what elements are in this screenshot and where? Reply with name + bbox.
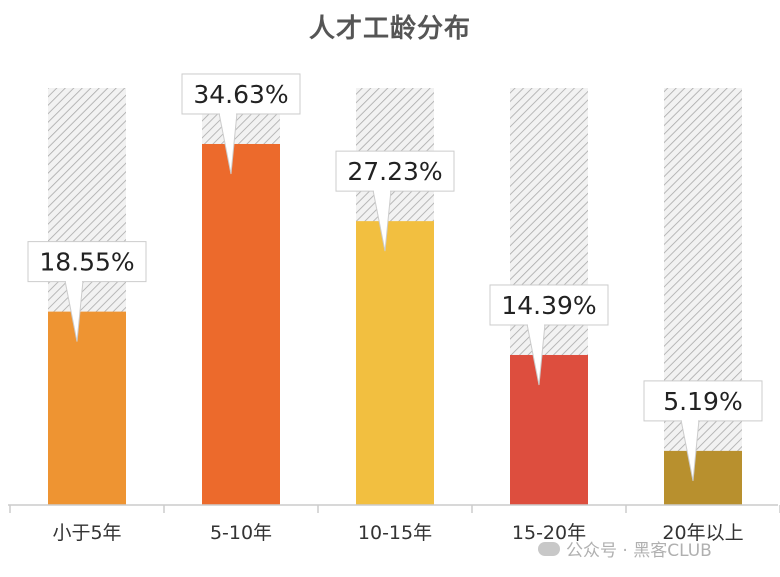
data-label-text: 18.55%: [39, 248, 134, 277]
bar: [356, 221, 434, 505]
watermark-text: 公众号 · 黑客CLUB: [566, 541, 712, 561]
data-label-text: 14.39%: [501, 291, 596, 320]
callout-box: [489, 284, 609, 326]
data-label: 5.19%: [643, 380, 763, 481]
data-label-text: 27.23%: [347, 157, 442, 186]
data-label: 34.63%: [181, 73, 301, 175]
wechat-icon: [538, 541, 560, 556]
callout-box: [335, 150, 455, 192]
data-label: 18.55%: [27, 241, 147, 342]
x-tick-label: 小于5年: [52, 522, 121, 544]
data-label: 14.39%: [489, 284, 609, 386]
watermark: 公众号 · 黑客CLUB: [538, 536, 712, 561]
x-tick-label: 10-15年: [358, 522, 432, 544]
bar: [664, 450, 742, 505]
bar: [510, 354, 588, 505]
x-tick-label: 15-20年: [512, 522, 586, 544]
x-tick-label: 5-10年: [210, 522, 272, 544]
data-label: 27.23%: [335, 150, 455, 252]
background-bar: [664, 88, 742, 505]
bar: [48, 311, 126, 505]
x-tick-label: 20年以上: [662, 522, 743, 544]
data-label-text: 34.63%: [193, 80, 288, 109]
callout-box: [643, 380, 763, 422]
callout-box: [181, 73, 301, 115]
chart-title: 人才工龄分布: [308, 14, 471, 44]
callout-box: [27, 241, 147, 283]
data-label-text: 5.19%: [663, 387, 742, 416]
bar: [202, 143, 280, 506]
